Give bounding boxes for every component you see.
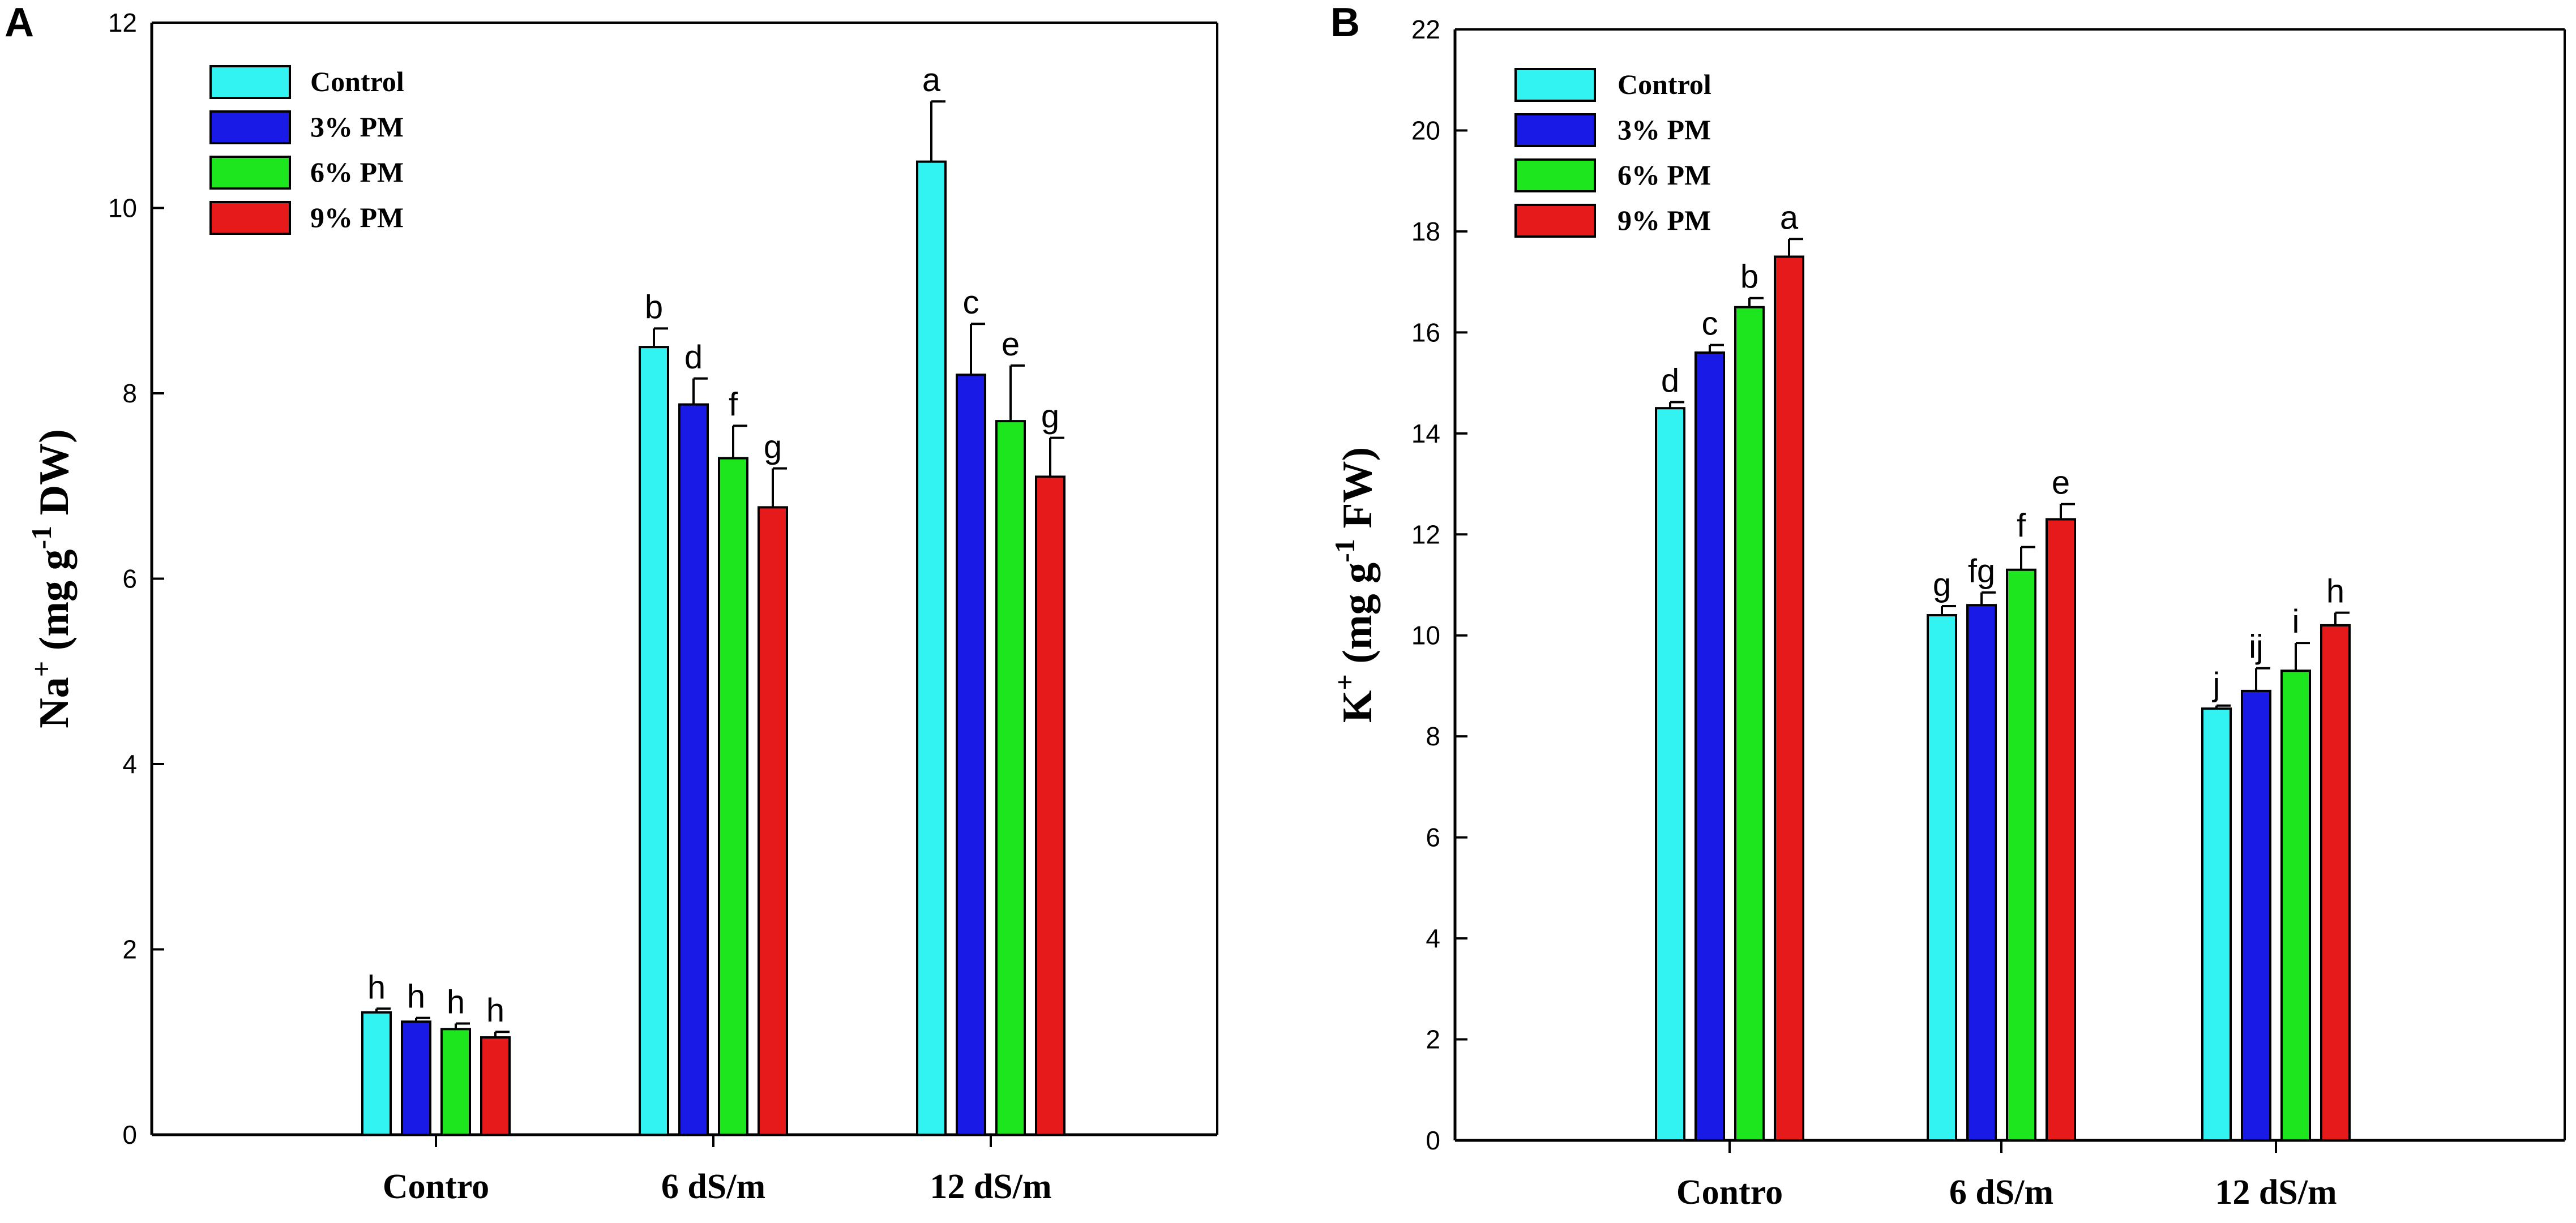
panel-b-significance-letter: d — [1661, 362, 1679, 399]
chart-panel-b: B 0 2 4 6 8 10 12 14 16 18 20 22 Contro 6 dS/m 12 dS/m… — [1329, 0, 2565, 1212]
panel-b-y-tick-label: 8 — [1426, 722, 1440, 751]
panel-a-significance-letter: a — [922, 62, 941, 98]
panel-a-significance-letter: h — [486, 992, 504, 1029]
panel-b-significance-letter: ij — [2249, 629, 2263, 666]
chart-panel-a: A 0 2 4 6 8 10 12 Contro 6 dS/m 12 dS/m h b a h d c h f e h… — [5, 0, 1217, 1206]
panel-b-bar-6-pm-6-ds-m — [2007, 570, 2035, 1140]
panel-a-legend-label-3-pm: 3% PM — [310, 111, 404, 143]
panel-a-legend-label-9-pm: 9% PM — [310, 201, 404, 233]
panel-a-y-tick-label: 4 — [122, 749, 137, 779]
panel-b-y-tick-label: 6 — [1426, 823, 1440, 852]
panel-a-significance-letter: b — [645, 289, 663, 325]
panel-a-legend-label-control: Control — [310, 66, 404, 97]
panel-a-category-label: 6 dS/m — [661, 1168, 765, 1206]
panel-a-bar-3-pm-contro — [402, 1022, 430, 1135]
panel-b-y-tick-label: 20 — [1411, 115, 1440, 145]
panel-a-legend-swatch-3-pm — [211, 111, 290, 143]
panel-b-significance-letter: g — [1933, 567, 1951, 603]
panel-a-bar-9-pm-12-ds-m — [1036, 477, 1064, 1135]
panel-b-y-tick-label: 4 — [1426, 924, 1440, 953]
panel-label-a: A — [5, 0, 34, 45]
panel-b-significance-letter: fg — [1968, 553, 1995, 590]
panel-b-bar-6-pm-12-ds-m — [2282, 671, 2310, 1140]
panel-b-bar-3-pm-12-ds-m — [2242, 691, 2270, 1140]
panel-a-legend: Control 3% PM 6% PM 9% PM — [211, 66, 404, 234]
panel-b-category-label: 6 dS/m — [1949, 1173, 2053, 1212]
panel-a-legend-swatch-9-pm — [211, 202, 290, 234]
panel-label-b: B — [1330, 0, 1360, 45]
panel-b-significance-letter: a — [1780, 199, 1799, 236]
panel-a-y-tick-label: 6 — [122, 564, 137, 594]
panel-b-bar-3-pm-contro — [1696, 353, 1724, 1140]
panel-a-significance-letter: h — [447, 984, 465, 1021]
panel-a-y-tick-label: 8 — [122, 379, 137, 408]
panel-b-bar-6-pm-contro — [1735, 307, 1764, 1140]
panel-a-y-tick-label: 12 — [108, 8, 137, 37]
panel-b-y-tick-label: 14 — [1411, 419, 1440, 448]
panel-b-y-tick-label: 10 — [1411, 621, 1440, 650]
panel-a-bar-6-pm-contro — [442, 1029, 470, 1135]
panel-b-significance-letter: e — [2052, 465, 2070, 501]
panel-a-y-tick-label: 2 — [122, 935, 137, 964]
panel-a-bar-3-pm-12-ds-m — [957, 375, 985, 1135]
panel-b-y-axis-label: K+ (mg g-1 FW) — [1329, 447, 1381, 723]
panel-a-y-tick-label: 0 — [122, 1120, 137, 1149]
panel-a-significance-letter: h — [407, 979, 425, 1015]
panel-a-significance-letter: e — [1002, 326, 1020, 363]
panel-b-y-tick-label: 18 — [1411, 217, 1440, 246]
panel-a-bar-control-6-ds-m — [640, 347, 668, 1135]
panel-a-bar-9-pm-contro — [481, 1037, 510, 1135]
panel-b-significance-letter: i — [2292, 603, 2300, 640]
panel-a-bar-3-pm-6-ds-m — [679, 405, 708, 1135]
panel-a-bar-9-pm-6-ds-m — [759, 507, 787, 1135]
panel-b-bar-control-contro — [1656, 408, 1684, 1140]
panel-b-significance-letter: c — [1702, 306, 1718, 342]
panel-b-y-tick-label: 12 — [1411, 520, 1440, 549]
panel-a-significance-letter: h — [367, 969, 386, 1006]
panel-b-significance-letter: b — [1740, 259, 1758, 295]
panel-a-category-label: 12 dS/m — [930, 1168, 1051, 1206]
panel-a-significance-letter: g — [1041, 398, 1059, 435]
panel-b-significance-letter: h — [2326, 573, 2344, 610]
panel-b-legend: Control 3% PM 6% PM 9% PM — [1516, 68, 1711, 237]
panel-b-legend-label-control: Control — [1618, 68, 1711, 100]
panel-b-y-tick-label: 22 — [1411, 15, 1440, 44]
panel-b-y-tick-label: 2 — [1426, 1025, 1440, 1054]
panel-b-legend-swatch-3-pm — [1516, 114, 1595, 146]
panel-a-legend-swatch-6-pm — [211, 157, 290, 188]
panel-a-bar-6-pm-6-ds-m — [719, 458, 747, 1135]
panel-a-category-label: Contro — [383, 1168, 489, 1206]
panel-b-y-tick-label: 16 — [1411, 317, 1440, 347]
panel-a-bar-control-contro — [362, 1012, 391, 1135]
panel-b-y-tick-label: 0 — [1426, 1126, 1440, 1155]
panel-a-significance-letter: g — [764, 429, 782, 466]
panel-b-significance-letter: j — [2212, 666, 2220, 703]
panel-b-bar-control-6-ds-m — [1928, 615, 1956, 1140]
panel-b-legend-swatch-6-pm — [1516, 160, 1595, 191]
panel-b-legend-label-9-pm: 9% PM — [1618, 204, 1711, 236]
panel-b-bar-9-pm-contro — [1775, 257, 1803, 1140]
panel-b-bar-9-pm-6-ds-m — [2047, 520, 2075, 1140]
panel-b-legend-swatch-9-pm — [1516, 205, 1595, 237]
panel-a-legend-swatch-control — [211, 66, 290, 98]
panel-a-significance-letter: f — [729, 386, 738, 423]
panel-a-y-axis-label: Na+ (mg g-1 DW) — [25, 429, 78, 728]
panel-a-significance-letter: d — [684, 339, 703, 376]
panel-a-y-tick-label: 10 — [108, 194, 137, 223]
figure-canvas: A 024681012Contro 6 dS/m 12 dS/mhbahdchfeh… — [0, 0, 2576, 1223]
panel-a-bar-6-pm-12-ds-m — [996, 421, 1025, 1135]
panel-a-bar-control-12-ds-m — [917, 162, 945, 1135]
panel-b-category-label: Contro — [1676, 1173, 1783, 1212]
panel-b-category-label: 12 dS/m — [2215, 1173, 2337, 1212]
panel-b-significance-letter: f — [2017, 508, 2026, 544]
panel-b-bar-3-pm-6-ds-m — [1967, 605, 1996, 1140]
panel-a-legend-label-6-pm: 6% PM — [310, 156, 404, 188]
panel-b-legend-label-6-pm: 6% PM — [1618, 159, 1711, 191]
panel-a-significance-letter: c — [963, 284, 979, 321]
panel-b-legend-swatch-control — [1516, 69, 1595, 101]
panel-b-legend-label-3-pm: 3% PM — [1618, 114, 1711, 145]
panel-b-bar-control-12-ds-m — [2202, 709, 2231, 1140]
panel-b-bar-9-pm-12-ds-m — [2321, 625, 2350, 1140]
